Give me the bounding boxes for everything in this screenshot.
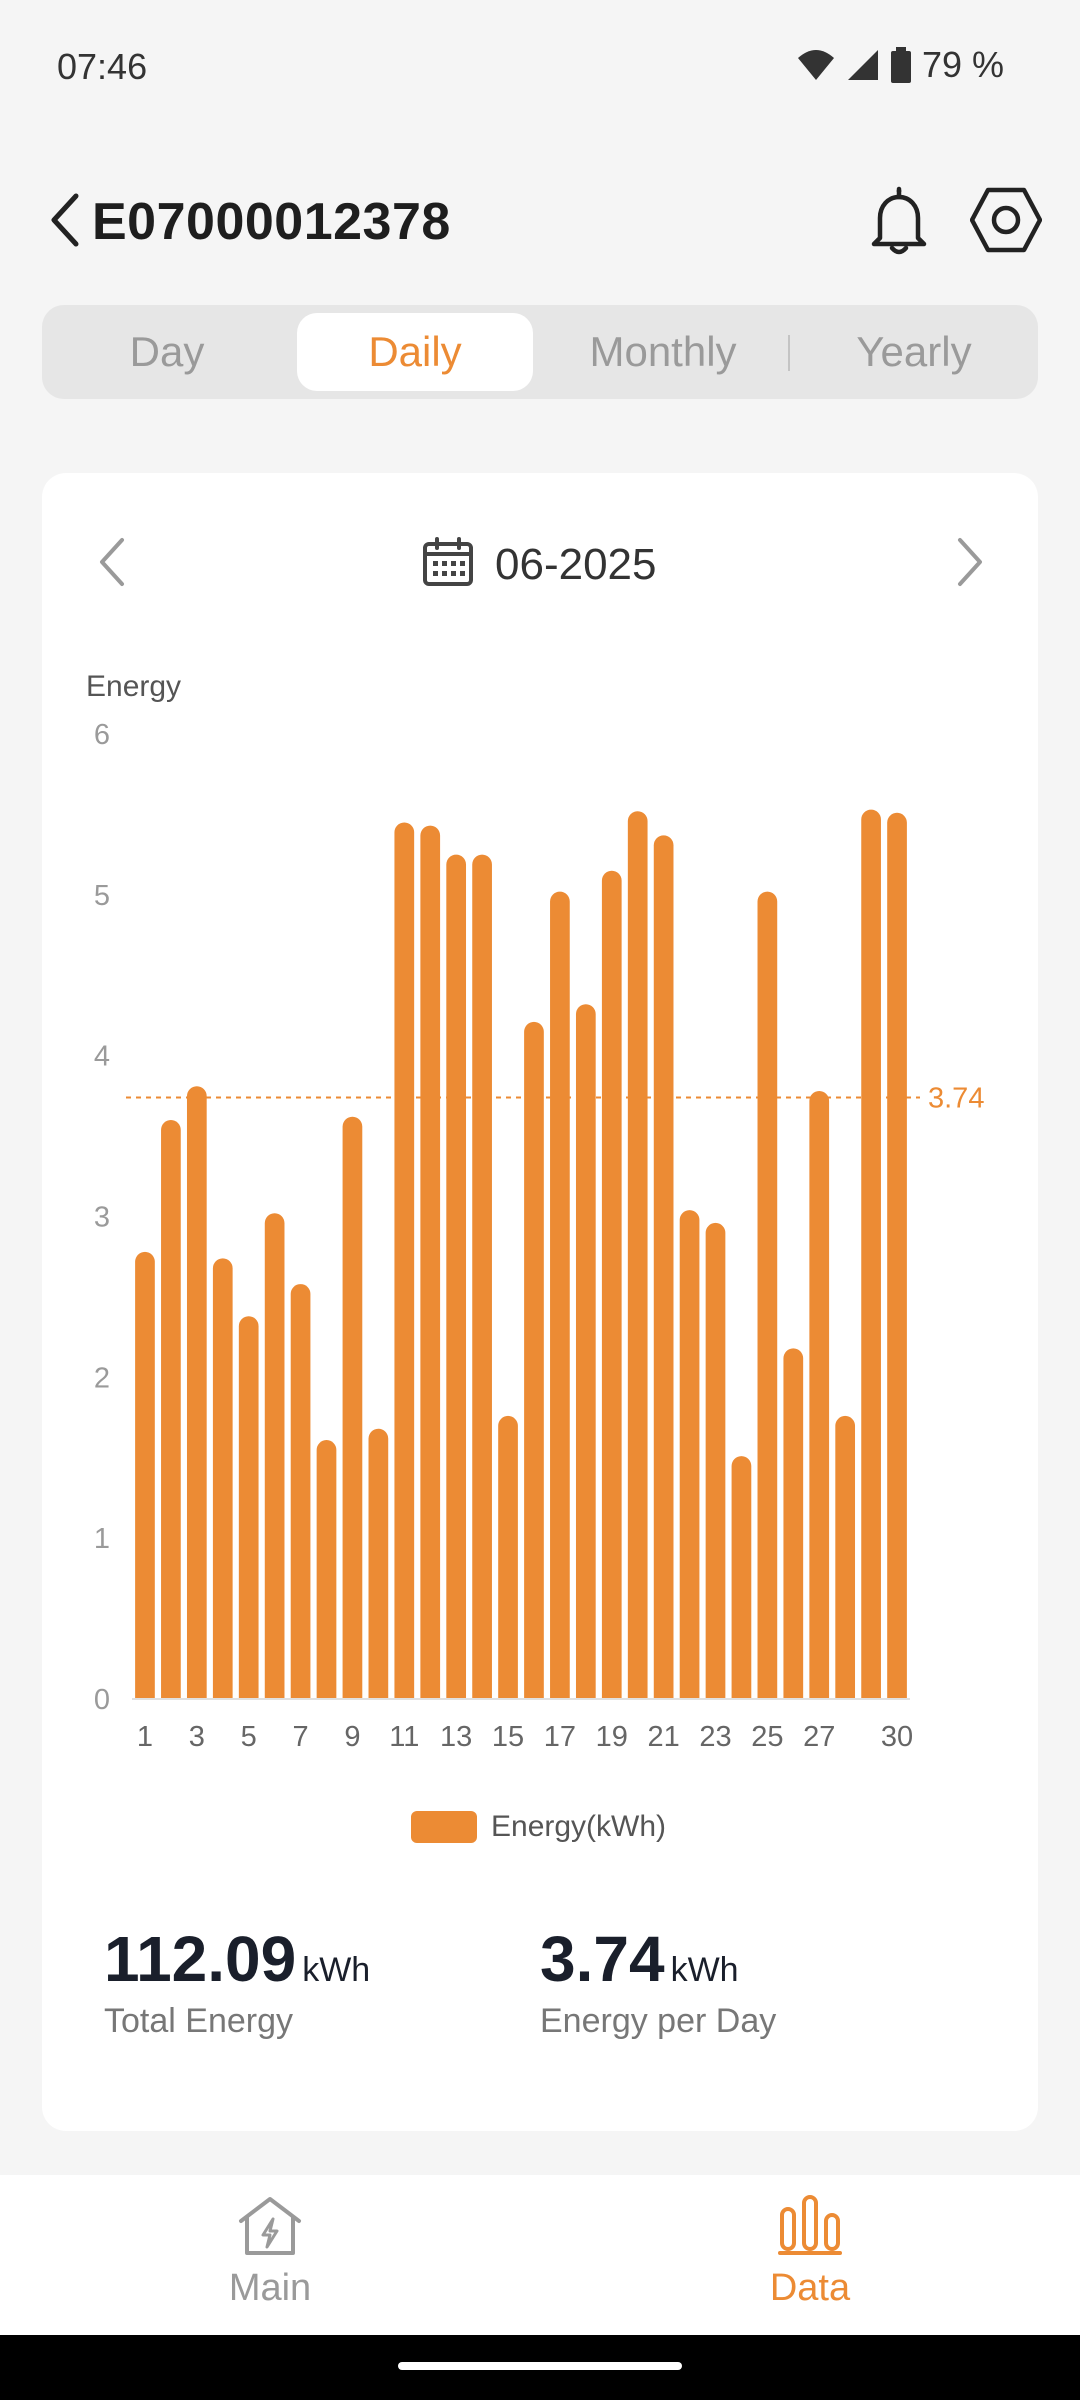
bell-icon[interactable] (866, 186, 932, 256)
x-tick-label: 21 (648, 1721, 680, 1753)
home-icon (239, 2197, 301, 2255)
chart-bar (575, 1004, 596, 1699)
energy-per-day-label: Energy per Day (540, 2002, 777, 2040)
chart-bar (524, 1021, 544, 1699)
chart-bar (290, 1284, 311, 1699)
x-tick-label: 23 (699, 1721, 731, 1753)
chart-bar (472, 854, 492, 1699)
total-energy-unit: kWh (302, 1951, 371, 1989)
tab-monthly[interactable]: Monthly (589, 328, 737, 375)
legend-swatch (411, 1811, 477, 1843)
chart-bar (238, 1316, 259, 1699)
chart-bar (601, 870, 622, 1699)
chart-bar (627, 811, 648, 1699)
energy-per-day-stat: 3.74 kWh Energy per Day (540, 1922, 776, 2041)
total-energy-value: 112.09 (104, 1923, 297, 1995)
chart-bar (887, 812, 907, 1699)
status-icons: 79 % (796, 44, 1004, 86)
chart-bar (679, 1210, 700, 1699)
chart-bar (342, 1116, 363, 1699)
chart-y-axis-label: Energy (86, 670, 182, 703)
tab-divider (788, 335, 790, 371)
y-tick-label: 0 (94, 1684, 110, 1716)
total-energy-stat: 112.09 kWh Total Energy (104, 1922, 370, 2041)
bottom-navigation: Main Data (0, 2175, 1080, 2335)
x-tick-label: 11 (389, 1721, 419, 1753)
chart-bar (212, 1258, 233, 1699)
chart-bar (757, 891, 778, 1699)
x-tick-label: 7 (292, 1721, 308, 1753)
battery-icon (890, 47, 911, 83)
settings-icon[interactable] (970, 186, 1042, 254)
y-tick-label: 1 (94, 1523, 110, 1555)
energy-per-day-unit: kWh (670, 1951, 739, 1989)
tab-day[interactable]: Day (129, 328, 205, 375)
battery-percent: 79 % (921, 44, 1004, 85)
chart-bar (731, 1456, 752, 1699)
x-tick-label: 9 (344, 1721, 360, 1753)
x-tick-label: 5 (241, 1721, 257, 1753)
y-tick-label: 6 (94, 719, 110, 751)
y-tick-label: 4 (94, 1041, 110, 1073)
chart-bar (498, 1415, 518, 1699)
bar-chart-icon (778, 2195, 842, 2255)
chart-bar (835, 1415, 856, 1699)
signal-icon (847, 50, 878, 80)
x-tick-label: 15 (492, 1721, 524, 1753)
chart-legend: Energy(kWh) (411, 1810, 666, 1844)
legend-label: Energy(kWh) (491, 1810, 667, 1843)
nav-data[interactable]: Data (660, 2193, 960, 2310)
chart-bar (186, 1086, 207, 1699)
nav-main-label: Main (228, 2267, 312, 2309)
previous-month-arrow-icon[interactable] (92, 534, 132, 590)
chart-bar (135, 1251, 155, 1699)
y-tick-label: 2 (94, 1362, 110, 1394)
chart-bar (264, 1213, 285, 1699)
x-tick-label: 3 (189, 1721, 205, 1753)
chart-bar (783, 1348, 804, 1699)
chart-bar (653, 835, 674, 1699)
y-tick-label: 5 (94, 880, 110, 912)
home-gesture-handle[interactable] (398, 2362, 682, 2370)
chart-bar (446, 854, 467, 1699)
selected-month[interactable]: 06-2025 (495, 540, 657, 589)
x-tick-label: 1 (137, 1721, 153, 1753)
page-title: E07000012378 (92, 193, 451, 251)
chart-bar (550, 891, 570, 1699)
status-time: 07:46 (57, 46, 148, 87)
x-tick-label: 13 (440, 1721, 472, 1753)
x-tick-label: 27 (803, 1721, 835, 1753)
chart-bar (368, 1428, 389, 1699)
period-tabs: Day Daily Monthly Yearly (42, 305, 1038, 399)
x-tick-label: 17 (544, 1721, 576, 1753)
chart-bar (705, 1222, 726, 1699)
average-reference-label: 3.74 (928, 1082, 984, 1114)
x-tick-label: 25 (751, 1721, 783, 1753)
wifi-icon (797, 50, 834, 80)
chart-bar (161, 1120, 181, 1699)
next-month-arrow-icon[interactable] (950, 534, 990, 590)
y-tick-label: 3 (94, 1202, 110, 1234)
nav-main[interactable]: Main (120, 2193, 420, 2310)
chart-bar (861, 809, 881, 1699)
tab-yearly[interactable]: Yearly (856, 328, 972, 375)
calendar-icon[interactable] (422, 537, 474, 587)
chart-bar (394, 822, 415, 1699)
chart-bar (316, 1440, 337, 1699)
energy-per-day-value: 3.74 (540, 1923, 665, 1995)
total-energy-label: Total Energy (104, 2002, 293, 2040)
chart-bar (809, 1091, 830, 1699)
nav-data-label: Data (769, 2267, 851, 2309)
chart-bar (420, 825, 441, 1699)
back-arrow-icon[interactable] (46, 188, 86, 252)
x-tick-label: 30 (881, 1721, 913, 1753)
x-tick-label: 19 (596, 1721, 628, 1753)
tab-daily[interactable]: Daily (297, 313, 533, 391)
